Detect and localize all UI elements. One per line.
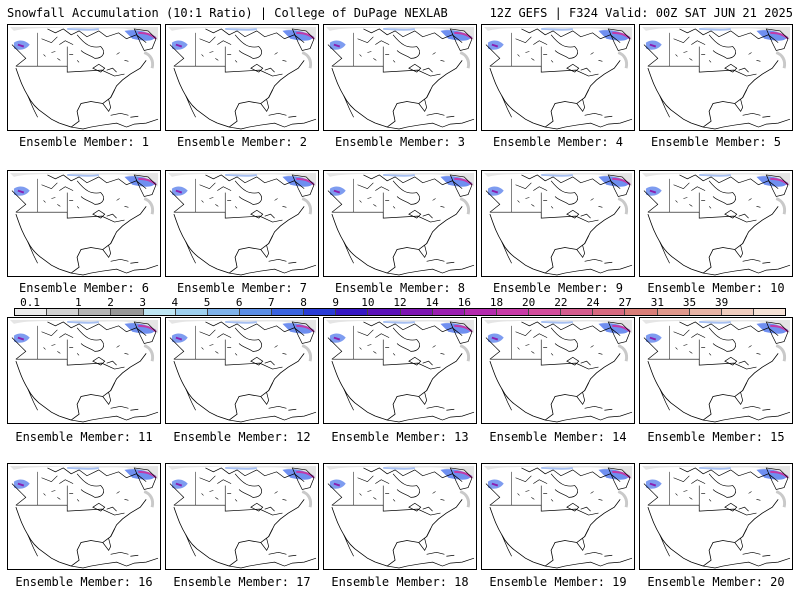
- member-map-1: [7, 24, 161, 131]
- colorbar-swatch: [464, 309, 497, 315]
- colorbar-tick-label: 39: [715, 296, 729, 309]
- member-map-7: [165, 170, 319, 277]
- colorbar-tick-label: 8: [300, 296, 307, 309]
- colorbar-tick-label: 20: [522, 296, 536, 309]
- member-map-10: [639, 170, 793, 277]
- colorbar-swatch: [79, 309, 112, 315]
- colorbar-tick-label: 3: [139, 296, 146, 309]
- member-label: Ensemble Member: 7: [176, 281, 308, 295]
- colorbar-swatch: [529, 309, 562, 315]
- colorbar-swatch: [207, 309, 240, 315]
- member-label: Ensemble Member: 17: [173, 575, 311, 589]
- colorbar-tick-label: 35: [682, 296, 697, 309]
- member-map-18: [323, 463, 477, 570]
- colorbar-tick-label: 2: [107, 296, 114, 309]
- colorbar-swatch: [272, 309, 305, 315]
- member-label: Ensemble Member: 11: [15, 430, 153, 444]
- colorbar-tick-label: 10: [361, 296, 375, 309]
- member-map-19: [481, 463, 635, 570]
- member-map-3: [323, 24, 477, 131]
- member-label: Ensemble Member: 19: [489, 575, 627, 589]
- member-map-4: [481, 24, 635, 131]
- colorbar-swatch: [239, 309, 272, 315]
- member-label: Ensemble Member: 2: [176, 135, 308, 149]
- member-label: Ensemble Member: 10: [647, 281, 785, 295]
- member-map-9: [481, 170, 635, 277]
- colorbar-tick-label: 24: [586, 296, 600, 309]
- member-label: Ensemble Member: 15: [647, 430, 785, 444]
- map-title: Snowfall Accumulation (10:1 Ratio) | Col…: [7, 6, 448, 20]
- member-map-11: [7, 317, 161, 424]
- colorbar-swatch: [657, 309, 690, 315]
- colorbar-tick-label: 9: [332, 296, 339, 309]
- member-label: Ensemble Member: 3: [334, 135, 466, 149]
- colorbar-swatch: [593, 309, 626, 315]
- colorbar-tick-label: 5: [203, 296, 211, 309]
- colorbar-tick-label: 7: [268, 296, 275, 309]
- colorbar-swatch: [304, 309, 337, 315]
- colorbar-tick-label: 22: [554, 296, 568, 309]
- colorbar-swatch: [753, 309, 785, 315]
- colorbar-swatch: [689, 309, 722, 315]
- colorbar-tick-label: 27: [618, 296, 632, 309]
- colorbar-tick-label: 1: [75, 296, 82, 309]
- member-map-17: [165, 463, 319, 570]
- colorbar-swatch: [432, 309, 465, 315]
- colorbar: [14, 308, 786, 316]
- colorbar-tick-label: 14: [425, 296, 439, 309]
- colorbar-swatch: [15, 309, 48, 315]
- member-map-8: [323, 170, 477, 277]
- colorbar-swatch: [368, 309, 401, 315]
- member-label: Ensemble Member: 4: [492, 135, 624, 149]
- colorbar-tick-label: 0.1: [20, 296, 41, 309]
- member-label: Ensemble Member: 9: [492, 281, 624, 295]
- member-label: Ensemble Member: 20: [647, 575, 785, 589]
- member-label: Ensemble Member: 1: [18, 135, 150, 149]
- member-map-5: [639, 24, 793, 131]
- colorbar-swatch: [111, 309, 144, 315]
- colorbar-swatch: [496, 309, 529, 315]
- member-map-14: [481, 317, 635, 424]
- member-label: Ensemble Member: 6: [18, 281, 150, 295]
- member-label: Ensemble Member: 12: [173, 430, 311, 444]
- colorbar-tick-label: 16: [457, 296, 471, 309]
- member-label: Ensemble Member: 8: [334, 281, 466, 295]
- colorbar-swatch: [47, 309, 80, 315]
- run-info: 12Z GEFS | F324 Valid: 00Z SAT JUN 21 20…: [489, 6, 793, 20]
- colorbar-swatch: [143, 309, 176, 315]
- colorbar-swatch: [561, 309, 594, 315]
- member-label: Ensemble Member: 18: [331, 575, 469, 589]
- colorbar-tick-label: 12: [393, 296, 407, 309]
- member-map-13: [323, 317, 477, 424]
- member-map-6: [7, 170, 161, 277]
- member-map-20: [639, 463, 793, 570]
- colorbar-swatch: [721, 309, 754, 315]
- colorbar-swatch: [336, 309, 369, 315]
- colorbar-tick-label: 18: [489, 296, 504, 309]
- member-map-16: [7, 463, 161, 570]
- colorbar-swatch: [175, 309, 208, 315]
- member-map-15: [639, 317, 793, 424]
- member-map-2: [165, 24, 319, 131]
- member-label: Ensemble Member: 14: [489, 430, 627, 444]
- colorbar-swatch: [400, 309, 433, 315]
- member-label: Ensemble Member: 16: [15, 575, 153, 589]
- member-label: Ensemble Member: 13: [331, 430, 469, 444]
- member-map-12: [165, 317, 319, 424]
- colorbar-tick-label: 31: [650, 296, 664, 309]
- colorbar-swatch: [625, 309, 658, 315]
- member-label: Ensemble Member: 5: [650, 135, 782, 149]
- colorbar-tick-label: 4: [171, 296, 179, 309]
- colorbar-tick-label: 6: [235, 296, 243, 309]
